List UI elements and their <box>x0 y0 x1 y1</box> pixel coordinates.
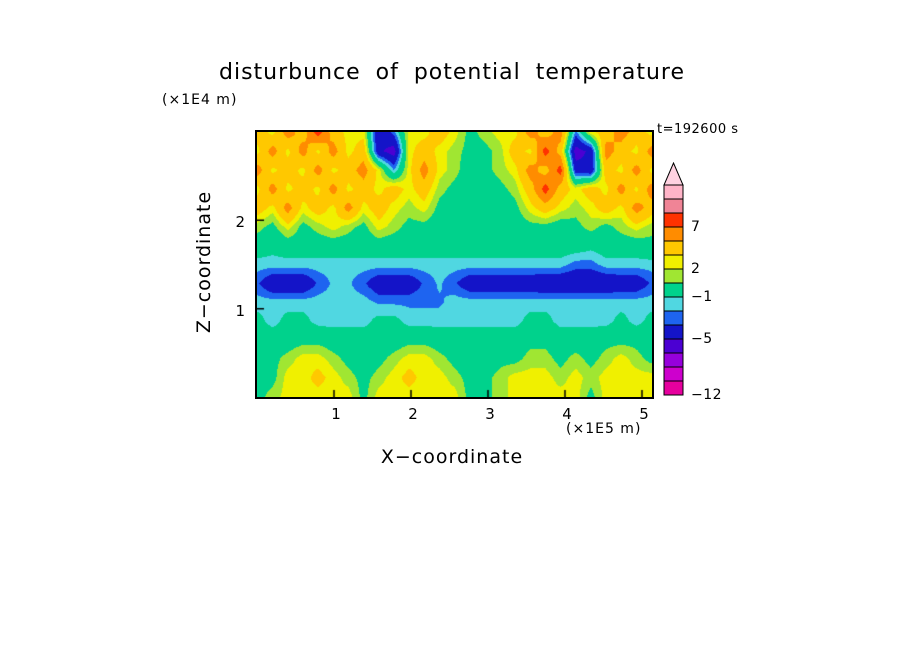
colorbar-segment <box>663 352 684 368</box>
colorbar-segment <box>663 240 684 256</box>
colorbar-tick-label: −12 <box>691 387 723 403</box>
y-axis-unit: (×1E4 m) <box>162 92 238 108</box>
colorbar-segment <box>663 282 684 298</box>
colorbar-tick-label: 2 <box>691 261 701 277</box>
colorbar-tick-label: 7 <box>691 219 701 235</box>
colorbar-segment <box>663 198 684 214</box>
chart-title: disturbunce of potential temperature <box>219 60 685 85</box>
colorbar-tick-label: −1 <box>691 289 713 305</box>
x-tick-label: 1 <box>331 405 341 423</box>
colorbar-tick-label: −5 <box>691 331 713 347</box>
colorbar-segment <box>663 212 684 228</box>
colorbar-segment <box>663 310 684 326</box>
colorbar <box>663 162 684 396</box>
y-axis-title: Z−coordinate <box>193 190 215 334</box>
heatmap-canvas <box>257 132 652 397</box>
colorbar-segment <box>663 254 684 270</box>
x-tick-label: 4 <box>562 405 572 423</box>
colorbar-segment <box>663 226 684 242</box>
y-tick-label: 2 <box>235 213 245 232</box>
x-axis-title: X−coordinate <box>380 446 524 468</box>
colorbar-segment <box>663 380 684 396</box>
plot-area: 1 2 3 4 5 1 2 <box>235 130 654 423</box>
colorbar-segment <box>663 296 684 312</box>
y-tick-label: 1 <box>235 301 245 320</box>
x-tick-label: 5 <box>639 405 649 423</box>
colorbar-segment <box>663 268 684 284</box>
x-tick-label: 3 <box>485 405 495 423</box>
time-annotation: t=192600 s <box>657 122 739 137</box>
x-axis-unit: (×1E5 m) <box>566 421 642 437</box>
colorbar-segment <box>663 184 684 200</box>
colorbar-segment <box>663 338 684 354</box>
colorbar-arrow <box>663 162 684 186</box>
colorbar-segment <box>663 324 684 340</box>
colorbar-segment <box>663 366 684 382</box>
x-tick-label: 2 <box>408 405 418 423</box>
